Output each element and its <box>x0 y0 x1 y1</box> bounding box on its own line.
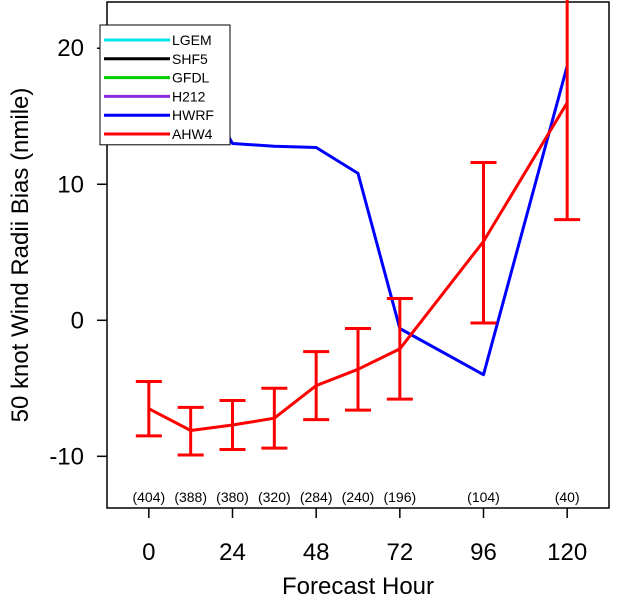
x-tick-label: 24 <box>219 539 246 566</box>
sample-count-label: (404) <box>132 489 165 505</box>
sample-count-label: (240) <box>342 489 375 505</box>
sample-count-label: (320) <box>258 489 291 505</box>
legend-label: GFDL <box>172 70 210 86</box>
error-bar-ahw4 <box>219 399 246 452</box>
y-tick-label: -10 <box>49 443 84 470</box>
x-axis-title: Forecast Hour <box>282 573 434 600</box>
x-tick-label: 0 <box>142 539 155 566</box>
legend-label: SHF5 <box>172 51 208 67</box>
x-tick-label: 120 <box>547 539 587 566</box>
error-bar-ahw4 <box>261 386 288 450</box>
sample-counts: (404) (388) (380) (320) (284) (240) (196) (104)… <box>132 489 579 505</box>
x-tick-label: 48 <box>303 539 330 566</box>
plot-frame <box>106 1 610 509</box>
error-bar-ahw4 <box>470 161 497 325</box>
sample-count-label: (380) <box>216 489 249 505</box>
y-tick-label: 20 <box>57 35 84 62</box>
error-bar-ahw4 <box>554 0 581 222</box>
sample-count-label: (104) <box>467 489 500 505</box>
error-bar-ahw4 <box>303 350 330 422</box>
x-tick-label: 96 <box>470 539 497 566</box>
y-tick-label: 0 <box>71 307 84 334</box>
legend-box <box>99 24 231 146</box>
error-bar-ahw4 <box>345 326 371 412</box>
error-bar-ahw4 <box>386 297 413 401</box>
error-bar-ahw4 <box>135 380 162 438</box>
ticks: 0 24 48 72 96 120 -10 0 10 20 <box>49 35 587 566</box>
sample-count-label: (196) <box>383 489 416 505</box>
legend: LGEM SHF5 GFDL H212 HWRF AHW4 <box>99 24 231 146</box>
legend-label: HWRF <box>172 107 214 123</box>
y-axis-title: 50 knot Wind Radii Bias (nmile) <box>7 88 34 423</box>
legend-label: LGEM <box>172 32 212 48</box>
y-tick-label: 10 <box>57 171 84 198</box>
sample-count-label: (284) <box>300 489 333 505</box>
sample-count-label: (40) <box>555 489 580 505</box>
error-bar-ahw4 <box>177 405 204 457</box>
legend-label: AHW4 <box>172 126 213 142</box>
x-tick-label: 72 <box>386 539 413 566</box>
sample-count-label: (388) <box>174 489 207 505</box>
legend-label: H212 <box>172 88 206 104</box>
